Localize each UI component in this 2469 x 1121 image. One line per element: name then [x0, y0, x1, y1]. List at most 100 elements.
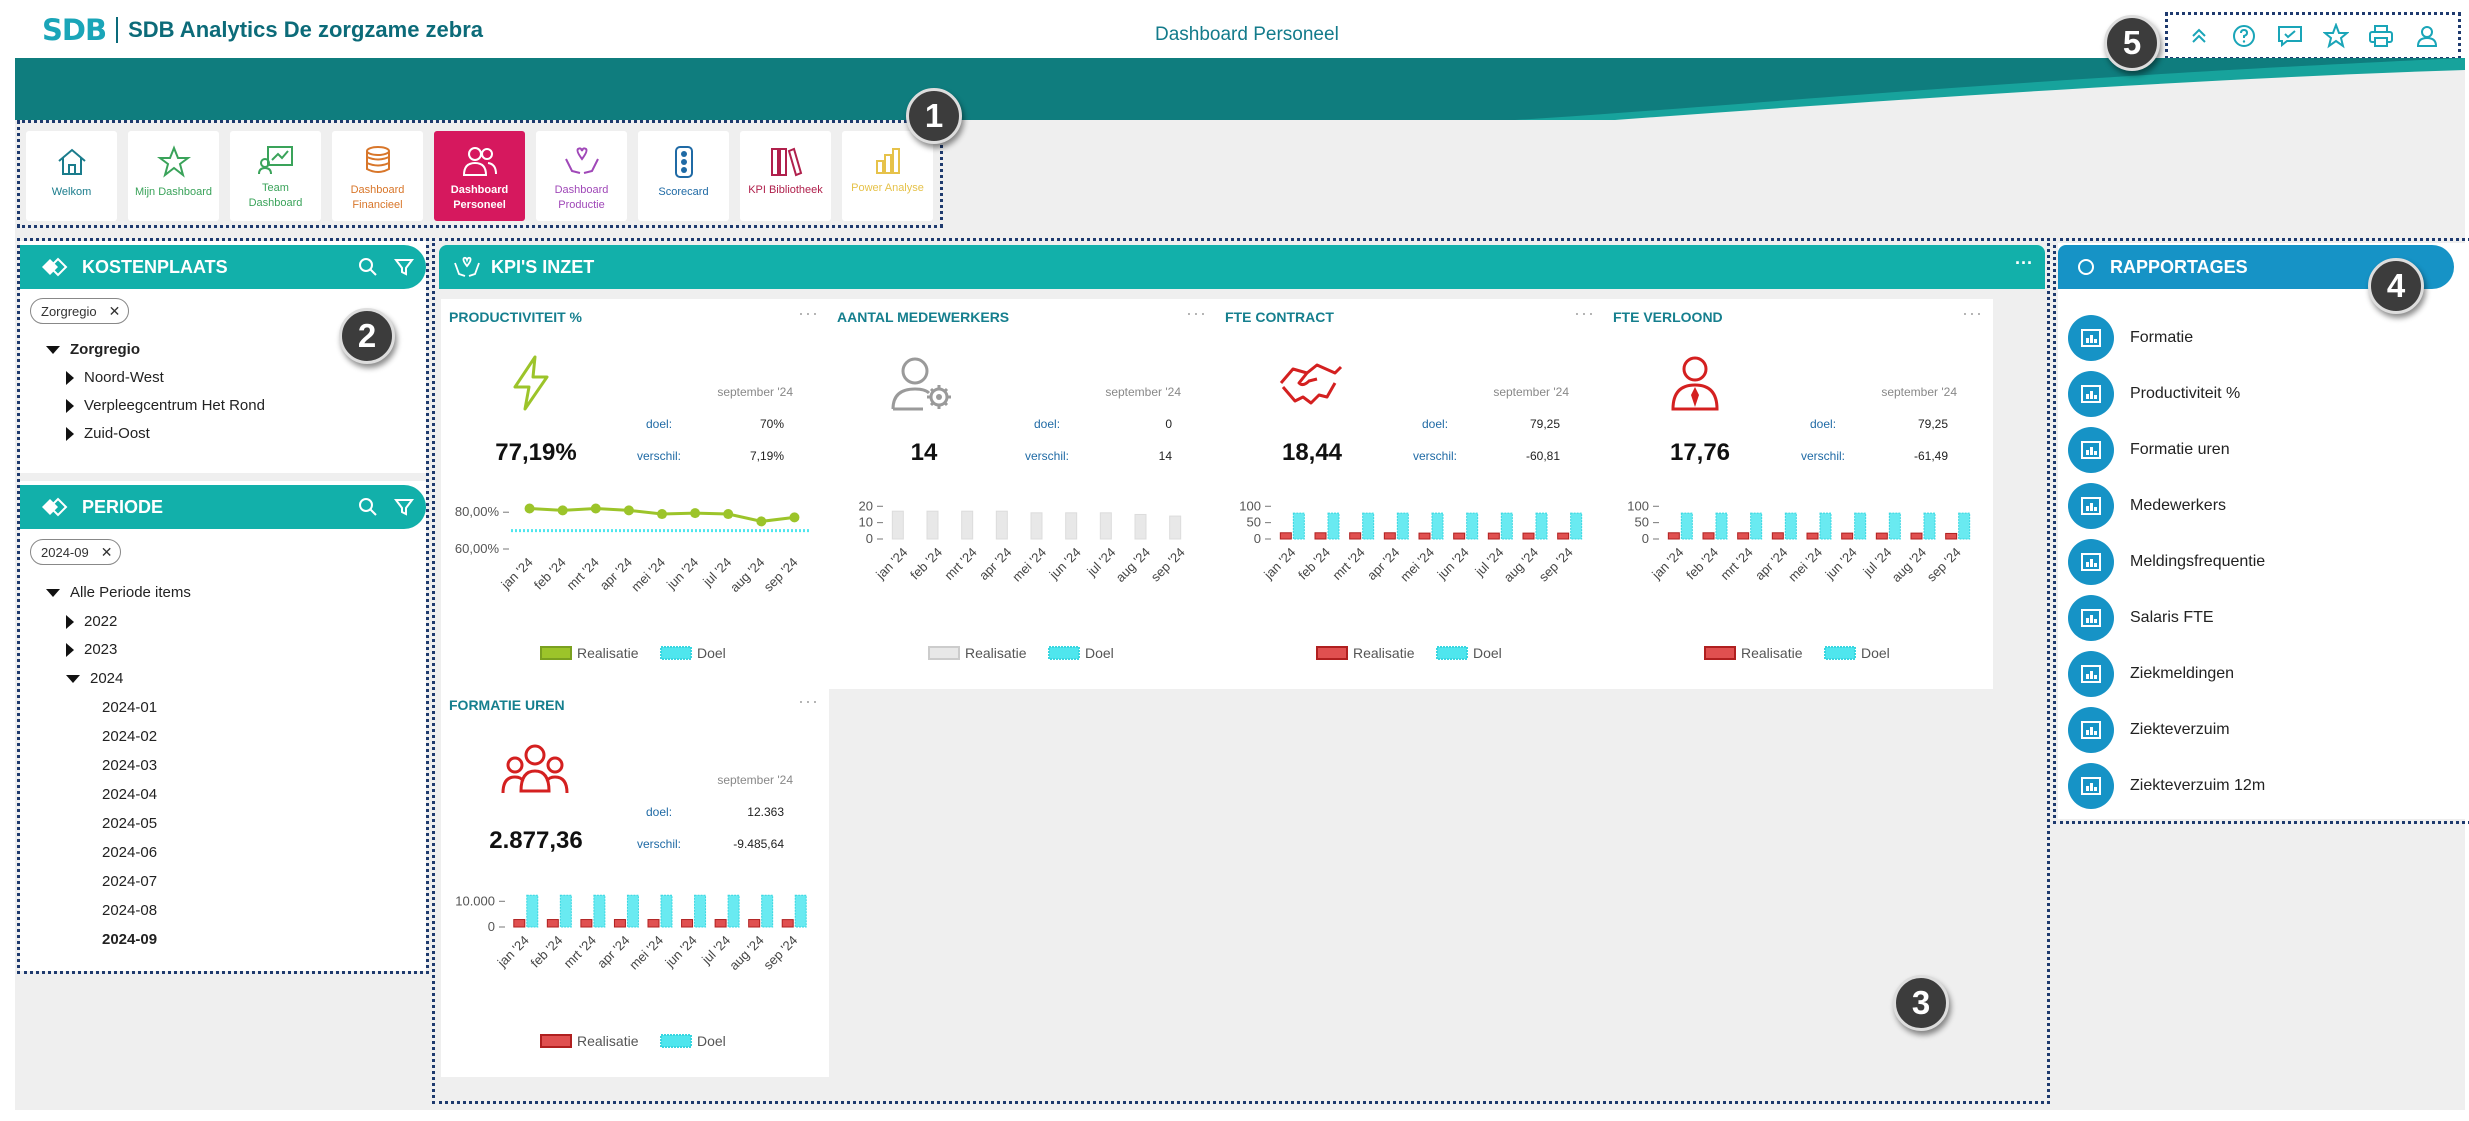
rapportage-item[interactable]: Ziekmeldingen [2058, 649, 2234, 699]
tree-item-2022[interactable]: 2022 [66, 613, 117, 630]
bar-realisatie[interactable] [748, 919, 761, 928]
tree-item-verpleegcentrum[interactable]: Verpleegcentrum Het Rond [66, 397, 265, 414]
bar-realisatie[interactable] [1771, 532, 1784, 540]
data-point[interactable] [590, 503, 601, 514]
more-options-icon[interactable]: ··· [2015, 253, 2033, 273]
bar-doel[interactable] [1750, 512, 1763, 540]
bar-doel[interactable] [1854, 512, 1867, 540]
data-point[interactable] [557, 505, 568, 516]
bar-realisatie[interactable] [1030, 512, 1043, 540]
bar-realisatie[interactable] [1065, 512, 1078, 540]
data-point[interactable] [789, 512, 800, 523]
bar-doel[interactable] [559, 894, 572, 928]
more-options-icon[interactable]: ··· [798, 691, 819, 711]
filter-funnel-icon[interactable] [394, 497, 414, 522]
bar-doel[interactable] [794, 894, 807, 928]
legend-swatch-doel[interactable] [660, 1034, 692, 1048]
tree-item-2024-03[interactable]: 2024-03 [102, 757, 157, 774]
nav-tile-team-dashboard[interactable]: Team Dashboard [230, 131, 321, 221]
nav-tile-scorecard[interactable]: Scorecard [638, 131, 729, 221]
more-options-icon[interactable]: ··· [798, 303, 819, 323]
search-icon[interactable] [358, 257, 378, 282]
tree-item-2024-01[interactable]: 2024-01 [102, 699, 157, 716]
bar-realisatie[interactable] [1737, 532, 1750, 540]
bar-realisatie[interactable] [1383, 532, 1396, 540]
data-point[interactable] [723, 509, 734, 520]
bar-doel[interactable] [1396, 512, 1409, 540]
tree-item-noord-west[interactable]: Noord-West [66, 369, 164, 386]
bar-realisatie[interactable] [1702, 532, 1715, 540]
bar-realisatie[interactable] [1910, 532, 1923, 540]
legend-swatch-realisatie[interactable] [1704, 646, 1736, 660]
rapportage-item[interactable]: Formatie [2058, 313, 2193, 363]
nav-tile-dashboard-productie[interactable]: Dashboard Productie [536, 131, 627, 221]
bar-realisatie[interactable] [1522, 532, 1535, 540]
bar-realisatie[interactable] [1134, 513, 1147, 540]
bar-realisatie[interactable] [1945, 532, 1958, 540]
bar-doel[interactable] [1923, 512, 1936, 540]
legend-swatch-realisatie[interactable] [540, 646, 572, 660]
close-icon[interactable]: ✕ [100, 543, 113, 560]
tree-item-2024-08[interactable]: 2024-08 [102, 902, 157, 919]
tree-item-2024-02[interactable]: 2024-02 [102, 728, 157, 745]
bar-realisatie[interactable] [1453, 532, 1466, 540]
caret-down-icon[interactable] [46, 588, 60, 597]
kostenplaats-chip[interactable]: Zorgregio ✕ [30, 298, 130, 324]
bar-doel[interactable] [1535, 512, 1548, 540]
bar-doel[interactable] [1784, 512, 1797, 540]
legend-swatch-doel[interactable] [660, 646, 692, 660]
rapportage-item[interactable]: Productiviteit % [2058, 369, 2240, 419]
bar-realisatie[interactable] [513, 919, 526, 928]
bar-realisatie[interactable] [891, 510, 904, 540]
bar-doel[interactable] [1715, 512, 1728, 540]
kpi-card[interactable]: FTE CONTRACT ··· september '24 doel: 79,… [1217, 299, 1605, 689]
data-point[interactable] [690, 508, 701, 519]
bar-realisatie[interactable] [1557, 532, 1570, 540]
bar-realisatie[interactable] [1279, 532, 1292, 540]
nav-tile-welkom[interactable]: Welkom [26, 131, 117, 221]
print-icon[interactable] [2364, 19, 2398, 53]
more-options-icon[interactable]: ··· [1574, 303, 1595, 323]
data-point[interactable] [623, 505, 634, 516]
tree-item-2023[interactable]: 2023 [66, 641, 117, 658]
tree-item-2024-05[interactable]: 2024-05 [102, 815, 157, 832]
rapportage-item[interactable]: Medewerkers [2058, 481, 2226, 531]
bar-doel[interactable] [626, 894, 639, 928]
tree-item-2024-09[interactable]: 2024-09 [102, 931, 157, 948]
bar-realisatie[interactable] [580, 919, 593, 928]
data-point[interactable] [756, 516, 767, 527]
bar-doel[interactable] [1570, 512, 1583, 540]
tree-item-zuid-oost[interactable]: Zuid-Oost [66, 425, 150, 442]
bar-doel[interactable] [660, 894, 673, 928]
caret-right-icon[interactable] [66, 398, 74, 413]
bar-realisatie[interactable] [1418, 532, 1431, 540]
bar-realisatie[interactable] [647, 919, 660, 928]
periode-chip[interactable]: 2024-09 ✕ [30, 539, 122, 565]
bar-doel[interactable] [694, 894, 707, 928]
nav-tile-kpi-bibliotheek[interactable]: KPI Bibliotheek [740, 131, 831, 221]
nav-tile-dashboard-personeel[interactable]: Dashboard Personeel [434, 131, 525, 221]
more-options-icon[interactable]: ··· [1186, 303, 1207, 323]
caret-down-icon[interactable] [46, 345, 60, 354]
bar-doel[interactable] [761, 894, 774, 928]
bar-doel[interactable] [1431, 512, 1444, 540]
tree-item-2024-04[interactable]: 2024-04 [102, 786, 157, 803]
bar-realisatie[interactable] [681, 919, 694, 928]
bar-doel[interactable] [526, 894, 539, 928]
tree-item-2024-06[interactable]: 2024-06 [102, 844, 157, 861]
tree-item-alle-periode[interactable]: Alle Periode items [46, 584, 191, 601]
bar-doel[interactable] [1292, 512, 1305, 540]
bar-doel[interactable] [1362, 512, 1375, 540]
bar-realisatie[interactable] [613, 919, 626, 928]
more-options-icon[interactable]: ··· [1962, 303, 1983, 323]
bar-doel[interactable] [1888, 512, 1901, 540]
close-icon[interactable]: ✕ [108, 302, 121, 319]
bar-doel[interactable] [1500, 512, 1513, 540]
bar-realisatie[interactable] [1314, 532, 1327, 540]
bar-realisatie[interactable] [926, 510, 939, 540]
nav-tile-power-analyse[interactable]: Power Analyse [842, 131, 933, 221]
bar-realisatie[interactable] [1349, 532, 1362, 540]
bar-realisatie[interactable] [1806, 532, 1819, 540]
bar-doel[interactable] [1327, 512, 1340, 540]
bar-realisatie[interactable] [1487, 532, 1500, 540]
